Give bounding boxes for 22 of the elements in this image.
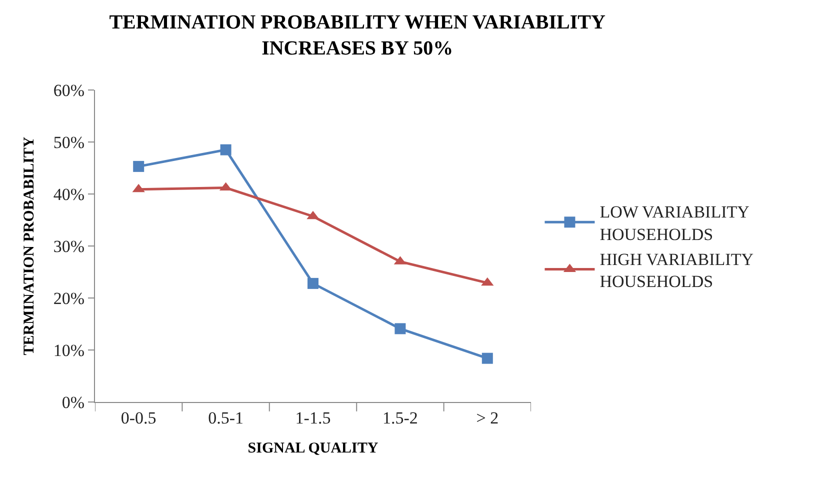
y-tick-label: 20% — [53, 288, 85, 308]
legend-label: LOW VARIABILITY HOUSEHOLDS — [600, 202, 750, 244]
x-tick-label: > 2 — [476, 408, 499, 428]
point — [133, 160, 144, 172]
point — [394, 323, 406, 334]
y-tick-label: 50% — [53, 132, 85, 152]
x-tick-label: 1-1.5 — [295, 408, 331, 428]
y-tick-label: 10% — [53, 340, 85, 360]
y-tick-label: 30% — [53, 236, 85, 256]
legend-label: HIGH VARIABILITY HOUSEHOLDS — [600, 250, 754, 291]
y-axis-title: TERMINATION PROBABILITY — [22, 136, 38, 356]
y-tick-label: 60% — [53, 80, 85, 100]
chart-title: TERMINATION PROBABILITY WHEN VARIABILITY INCREASES BY 50% — [109, 12, 606, 60]
x-tick-label: 0-0.5 — [120, 408, 156, 428]
point — [308, 278, 318, 289]
point — [220, 144, 232, 156]
x-tick-label: 1.5-2 — [382, 408, 418, 428]
point — [482, 352, 493, 364]
x-axis-title: SIGNAL QUALITY — [248, 440, 378, 456]
x-tick-label: 0.5-1 — [208, 408, 244, 428]
y-tick-label: 40% — [53, 184, 85, 204]
y-tick-label: 0% — [62, 392, 85, 412]
